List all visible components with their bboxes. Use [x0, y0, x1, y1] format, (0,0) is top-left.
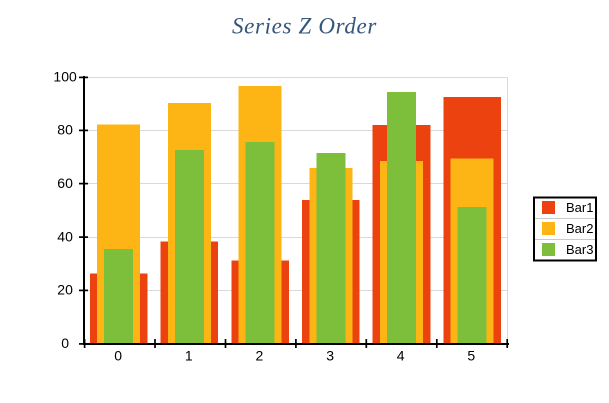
- svg-text:1: 1: [185, 347, 193, 363]
- svg-text:40: 40: [57, 228, 73, 244]
- svg-text:0: 0: [61, 335, 69, 351]
- svg-text:20: 20: [57, 282, 73, 298]
- svg-text:Series Z Order: Series Z Order: [232, 14, 377, 39]
- svg-text:Bar2: Bar2: [566, 221, 593, 236]
- svg-text:5: 5: [467, 347, 475, 363]
- svg-text:0: 0: [114, 347, 122, 363]
- svg-text:100: 100: [53, 68, 77, 84]
- svg-text:80: 80: [57, 122, 73, 138]
- svg-text:2: 2: [256, 347, 264, 363]
- svg-text:4: 4: [397, 347, 405, 363]
- svg-text:3: 3: [326, 347, 334, 363]
- svg-text:60: 60: [57, 175, 73, 191]
- svg-text:Bar1: Bar1: [566, 200, 593, 215]
- svg-text:Bar3: Bar3: [566, 242, 593, 257]
